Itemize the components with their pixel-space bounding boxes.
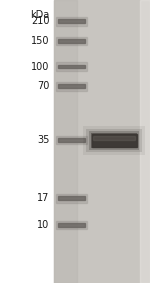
Bar <box>56 220 87 230</box>
Text: 100: 100 <box>31 61 50 72</box>
Bar <box>58 39 85 43</box>
Bar <box>54 0 150 283</box>
Bar <box>54 0 76 283</box>
Bar <box>56 37 87 46</box>
Bar <box>83 126 145 155</box>
Bar <box>89 131 139 150</box>
Text: 210: 210 <box>31 16 50 26</box>
Bar <box>86 129 142 152</box>
Text: 35: 35 <box>37 135 50 145</box>
Bar <box>58 223 85 227</box>
Bar <box>58 196 85 200</box>
Text: 17: 17 <box>37 193 50 203</box>
Text: kDa: kDa <box>30 10 50 20</box>
Text: 10: 10 <box>37 220 50 230</box>
Bar <box>140 0 150 283</box>
Bar <box>58 65 85 68</box>
Bar <box>56 194 87 203</box>
Bar <box>58 84 85 88</box>
Bar <box>58 19 85 23</box>
Bar <box>56 82 87 91</box>
Bar <box>56 136 87 145</box>
Bar <box>58 138 85 142</box>
Bar <box>92 134 136 147</box>
Bar <box>93 136 135 140</box>
Text: 70: 70 <box>37 81 50 91</box>
Text: 150: 150 <box>31 36 50 46</box>
Bar <box>56 62 87 71</box>
Bar <box>56 17 87 26</box>
Bar <box>91 133 137 148</box>
